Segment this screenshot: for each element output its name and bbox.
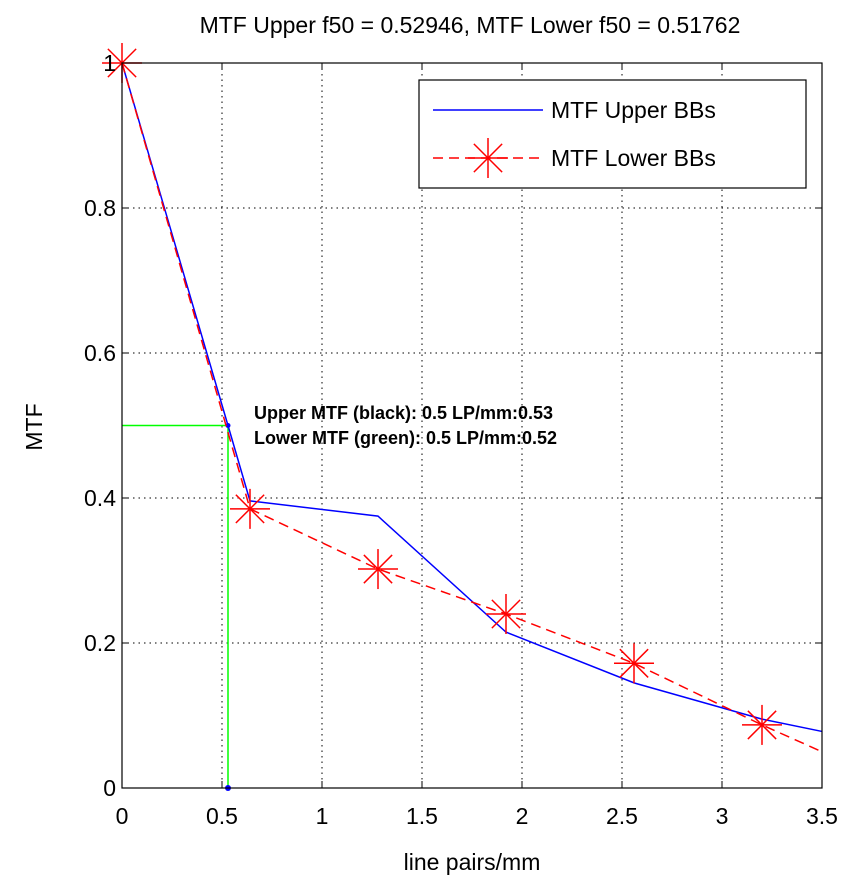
y-tick-label: 0.8 xyxy=(84,195,116,221)
chart-title: MTF Upper f50 = 0.52946, MTF Lower f50 =… xyxy=(200,12,741,38)
legend-upper-label: MTF Upper BBs xyxy=(551,97,716,123)
legend-lower-label: MTF Lower BBs xyxy=(551,145,716,171)
upper-mtf-line xyxy=(121,62,823,733)
x-tick-label: 3.5 xyxy=(806,803,838,829)
legend-star xyxy=(468,138,508,178)
series-upper-line xyxy=(121,62,823,733)
y-tick-label: 0.6 xyxy=(84,340,116,366)
axes-frame xyxy=(121,62,823,789)
lower-mtf-star-marker xyxy=(614,643,654,684)
x-tick-label: 1 xyxy=(316,803,329,829)
lower-mtf-star-marker xyxy=(358,549,398,590)
y-tick-label: 0 xyxy=(103,775,116,801)
x-tick-labels: 0 0.5 1 1.5 2 2.5 3 3.5 xyxy=(116,803,838,829)
lower-mtf-star-marker xyxy=(486,594,526,634)
annotation-lower: Lower MTF (green): 0.5 LP/mm:0.52 xyxy=(254,428,557,448)
lower-mtf-line xyxy=(121,62,823,753)
annotation-upper: Upper MTF (black): 0.5 LP/mm:0.53 xyxy=(254,403,553,423)
x-axis-label: line pairs/mm xyxy=(404,849,541,875)
x-tick-label: 0.5 xyxy=(206,803,238,829)
x-tick-label: 3 xyxy=(716,803,729,829)
y-axis-label: MTF xyxy=(21,403,47,450)
lower-mtf-star-marker xyxy=(742,704,782,745)
legend-box xyxy=(418,79,807,189)
lower-mtf-star-marker xyxy=(230,488,270,529)
legend: MTF Upper BBs MTF Lower BBs xyxy=(418,79,807,189)
x-tick-label: 2.5 xyxy=(606,803,638,829)
legend-lower-star-marker xyxy=(468,138,508,178)
x-tick-label: 0 xyxy=(116,803,129,829)
y-tick-label: 0.4 xyxy=(84,485,116,511)
axes-box xyxy=(121,62,823,789)
y-tick-labels: 0 0.2 0.4 0.6 0.8 1 xyxy=(84,50,116,801)
x-tick-label: 2 xyxy=(516,803,529,829)
y-tick-label: 1 xyxy=(103,50,116,76)
y-tick-label: 0.2 xyxy=(84,630,116,656)
x-tick-label: 1.5 xyxy=(406,803,438,829)
